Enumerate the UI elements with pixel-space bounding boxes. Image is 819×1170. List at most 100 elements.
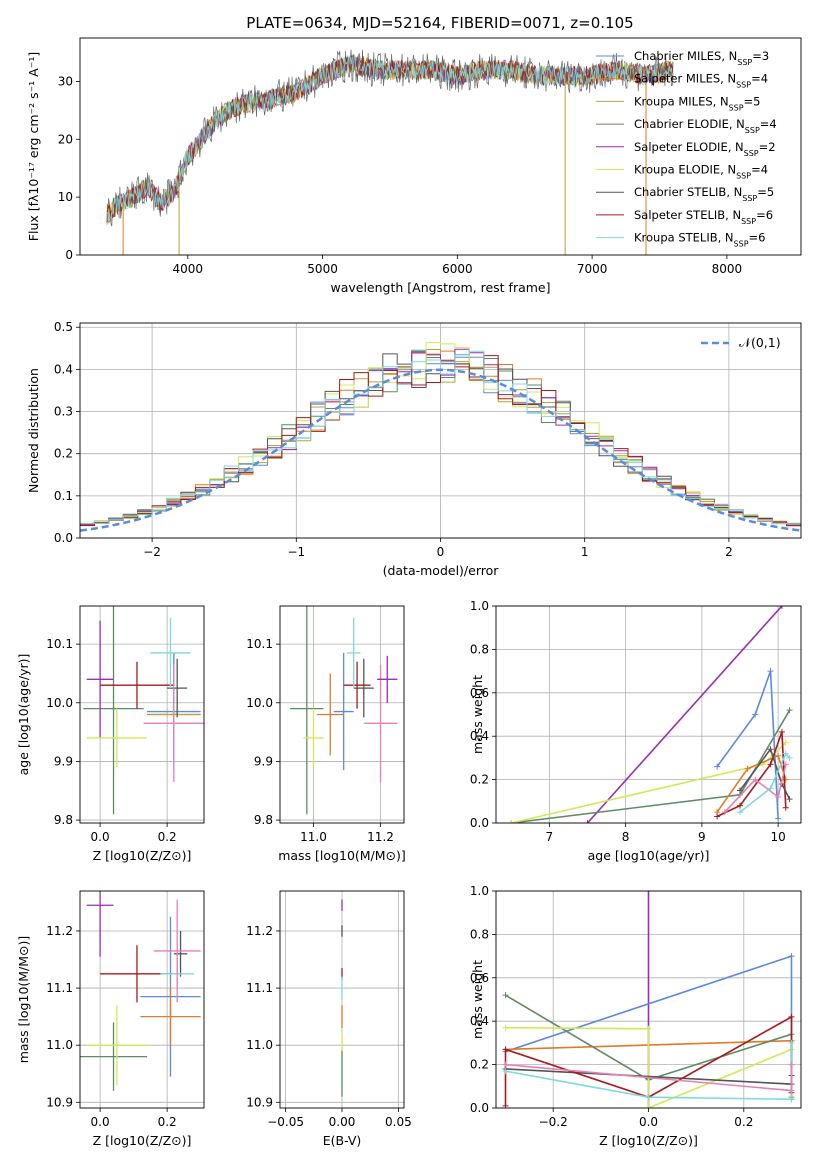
legend-label: Kroupa STELIB, NSSP=6 <box>634 231 765 249</box>
massweight-point-marker <box>502 1024 509 1031</box>
massweight-point-marker <box>645 1094 652 1101</box>
spectrum-line <box>107 55 674 222</box>
x-tick-label: −0.2 <box>539 1115 568 1129</box>
spectrum-panel: 4000 5000 6000 7000 8000 0 10 20 30 wavelength [A… <box>26 37 802 295</box>
y-axis-label: Flux [fλ10⁻¹⁷ erg cm⁻² s⁻¹ A⁻¹] <box>26 52 41 241</box>
y-tick-label: 0.8 <box>470 642 489 656</box>
massweight-series-line <box>739 752 791 813</box>
y-tick-label: 9.8 <box>54 813 73 827</box>
y-tick-label: 0.4 <box>470 1014 489 1028</box>
x-axis-label: mass [log10(M/M⊙)] <box>278 848 406 863</box>
massweight-point-marker <box>502 1046 509 1053</box>
x-axis-label: wavelength [Angstrom, rest frame] <box>330 280 550 295</box>
x-tick-label: 7 <box>546 830 554 844</box>
x-tick-label: 9 <box>698 830 706 844</box>
x-tick-label: 0.0 <box>91 830 110 844</box>
x-tick-label: −0.05 <box>267 1115 304 1129</box>
age-vs-metallicity-panel: 0.0 0.2 9.8 9.9 10.0 10.1 Z [log10(Z/Z⊙)] age [… <box>16 605 205 863</box>
massweight-point-marker <box>645 891 652 894</box>
x-tick-label: 11.2 <box>367 830 394 844</box>
massweight-series-line <box>716 754 787 813</box>
legend-label: Kroupa ELODIE, NSSP=4 <box>634 163 768 181</box>
y-axis-label: mass [log10(M/M⊙)] <box>16 936 31 1064</box>
y-tick-label: 30 <box>58 74 73 88</box>
normal-reference-curve <box>80 368 801 532</box>
y-axis-label: mass weight <box>470 960 485 1039</box>
y-tick-label: 11.1 <box>246 981 273 995</box>
massweight-point-marker <box>508 820 515 823</box>
y-tick-label: 11.2 <box>46 924 73 938</box>
y-tick-label: 10 <box>58 190 73 204</box>
massweight-point-marker <box>775 752 782 759</box>
y-tick-label: 10.1 <box>246 637 273 651</box>
massweight-series-line <box>716 670 779 819</box>
massweight-point-marker <box>775 793 782 800</box>
massweight-point-marker <box>788 1013 795 1020</box>
massweight-point-marker <box>737 809 743 816</box>
figure-title: PLATE=0634, MJD=52164, FIBERID=0071, z=0… <box>246 14 633 32</box>
legend-label: Chabrier MILES, NSSP=3 <box>634 49 769 67</box>
massweight-point-marker <box>778 728 785 735</box>
x-axis-label: age [log10(age/yr)] <box>588 848 710 863</box>
y-tick-label: 11.2 <box>246 924 273 938</box>
axes-frame <box>79 890 205 1109</box>
x-tick-label: 0.2 <box>734 1115 753 1129</box>
x-tick-label: 0.2 <box>158 830 177 844</box>
legend-label: Salpeter MILES, NSSP=4 <box>634 72 768 90</box>
axes-frame <box>279 890 405 1109</box>
y-tick-label: 0.3 <box>54 405 73 419</box>
massweight-point-marker <box>645 1105 652 1108</box>
plot-area <box>508 606 793 823</box>
massweight-point-marker <box>767 785 774 792</box>
legend-label: Kroupa MILES, NSSP=5 <box>634 94 760 112</box>
massweight-point-marker <box>502 1061 509 1068</box>
x-tick-label: 0.0 <box>639 1115 658 1129</box>
plot-area <box>80 891 201 1091</box>
mass-vs-extinction-panel: −0.05 0.00 0.05 10.9 11.0 11.1 11.2 E(B-V) <box>246 890 412 1148</box>
massweight-point-marker <box>767 746 774 753</box>
residuals-panel: −2 −1 0 1 2 0.0 0.1 0.2 0.3 0.4 0.5 (data-model)/er… <box>26 320 802 578</box>
axes-frame <box>495 890 802 1109</box>
y-tick-label: 0 <box>65 248 73 262</box>
y-tick-label: 10.9 <box>246 1095 273 1109</box>
massweight-point-marker <box>737 802 743 809</box>
age-vs-mass-panel: 11.0 11.2 9.8 9.9 10.0 10.1 mass [log10(M/M⊙)] <box>246 605 406 863</box>
y-tick-label: 11.0 <box>246 1038 273 1052</box>
massweight-point-marker <box>786 796 793 803</box>
x-axis-label: (data-model)/error <box>383 563 500 578</box>
legend-label: Chabrier STELIB, NSSP=5 <box>634 185 774 203</box>
y-tick-label: 0.2 <box>54 447 73 461</box>
plot-area <box>83 606 204 815</box>
x-axis-label: Z [log10(Z/Z⊙)] <box>93 848 192 863</box>
x-tick-label: 8 <box>622 830 630 844</box>
y-tick-label: 0.0 <box>470 816 489 830</box>
x-tick-label: 0 <box>437 545 445 559</box>
y-tick-label: 0.0 <box>54 531 73 545</box>
massweight-point-marker <box>782 739 789 746</box>
massweight-point-marker <box>767 761 774 768</box>
reference-legend-label: 𝒩(0,1) <box>739 335 781 350</box>
x-tick-label: 1 <box>581 545 589 559</box>
y-tick-label: 10.0 <box>46 696 73 710</box>
massweight-point-marker <box>778 606 785 609</box>
axes-frame <box>495 605 802 824</box>
y-axis-label: Normed distribution <box>26 368 41 493</box>
plot-area <box>80 342 801 532</box>
x-tick-label: 4000 <box>173 262 204 276</box>
x-tick-label: 5000 <box>307 262 338 276</box>
y-tick-label: 11.1 <box>46 981 73 995</box>
x-tick-label: 11.0 <box>300 830 327 844</box>
legend-label: Chabrier ELODIE, NSSP=4 <box>634 117 777 135</box>
massweight-point-marker <box>714 813 721 820</box>
x-tick-label: 10 <box>770 830 785 844</box>
legend-label: Salpeter STELIB, NSSP=6 <box>634 208 773 226</box>
y-tick-label: 9.8 <box>254 813 273 827</box>
massweight-series-line <box>739 747 791 800</box>
x-axis-label: Z [log10(Z/Z⊙)] <box>93 1133 192 1148</box>
y-tick-label: 1.0 <box>470 884 489 898</box>
massweight-point-marker <box>782 804 789 811</box>
y-tick-label: 20 <box>58 132 73 146</box>
massweight-point-marker <box>767 668 774 675</box>
massweight-point-marker <box>752 776 759 783</box>
